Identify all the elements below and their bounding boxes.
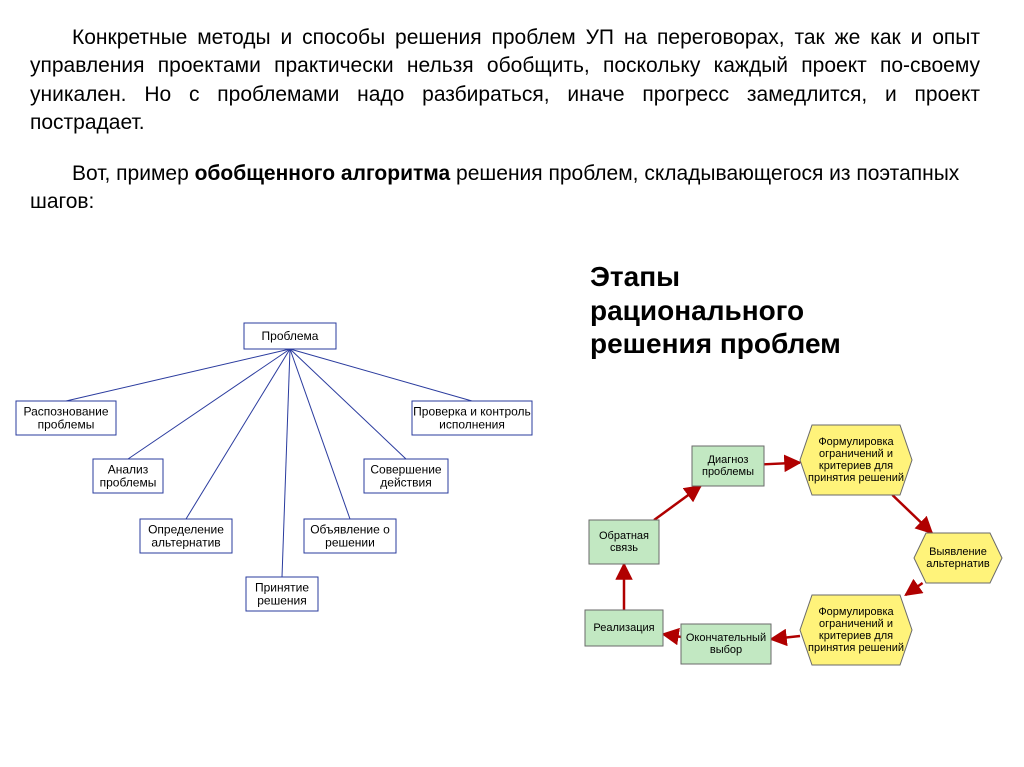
page: Конкретные методы и способы решения проб… (0, 0, 1024, 767)
svg-text:Проверка и контроль: Проверка и контроль (413, 405, 531, 419)
right-heading-l1: Этапы (590, 260, 841, 294)
svg-text:альтернатив: альтернатив (926, 558, 990, 570)
svg-text:выбор: выбор (710, 644, 742, 656)
right-diagram-svg: Обратнаясвязь Диагнозпроблемы Формулировка… (580, 412, 1010, 742)
svg-text:Определение: Определение (148, 523, 224, 537)
right-heading-l2: рационального (590, 294, 841, 328)
svg-text:принятия решений: принятия решений (808, 642, 904, 654)
svg-text:Формулировка: Формулировка (818, 606, 894, 618)
svg-text:критериев для: критериев для (819, 460, 893, 472)
svg-text:проблемы: проблемы (100, 476, 157, 490)
paragraph-2: Вот, пример обобщенного алгоритма решени… (30, 160, 980, 217)
left-diagram-svg: ПроблемаРаспознованиепроблемыАнализпробл… (0, 290, 580, 670)
paragraph-2b: обобщенного алгоритма (195, 162, 451, 185)
svg-text:Принятие: Принятие (255, 581, 309, 595)
svg-text:альтернатив: альтернатив (151, 536, 220, 550)
svg-text:принятия решений: принятия решений (808, 472, 904, 484)
svg-text:Выявление: Выявление (929, 546, 987, 558)
svg-text:проблемы: проблемы (38, 418, 95, 432)
svg-text:исполнения: исполнения (439, 418, 505, 432)
svg-text:проблемы: проблемы (702, 466, 754, 478)
svg-text:Совершение: Совершение (370, 463, 442, 477)
left-diagram: ПроблемаРаспознованиепроблемыАнализпробл… (0, 290, 580, 670)
svg-text:действия: действия (380, 476, 431, 490)
paragraph-2a: Вот, пример (72, 162, 195, 185)
paragraph-1-text: Конкретные методы и способы решения проб… (30, 26, 980, 134)
svg-text:Формулировка: Формулировка (818, 436, 894, 448)
svg-text:Обратная: Обратная (599, 530, 649, 542)
svg-text:Диагноз: Диагноз (708, 454, 749, 466)
svg-text:решении: решении (325, 536, 375, 550)
svg-text:критериев для: критериев для (819, 630, 893, 642)
right-diagram: Обратнаясвязь Диагнозпроблемы Формулировка… (580, 412, 1010, 742)
svg-text:Окончательный: Окончательный (686, 632, 766, 644)
svg-text:ограничений и: ограничений и (819, 618, 893, 630)
svg-text:Анализ: Анализ (108, 463, 149, 477)
right-heading: Этапы рационального решения проблем (590, 260, 841, 361)
svg-text:Распознование: Распознование (23, 405, 108, 419)
svg-text:решения: решения (257, 594, 306, 608)
right-heading-l3: решения проблем (590, 327, 841, 361)
svg-text:Объявление о: Объявление о (310, 523, 390, 537)
svg-text:Проблема: Проблема (262, 329, 319, 343)
paragraph-1: Конкретные методы и способы решения проб… (30, 24, 980, 137)
svg-text:ограничений и: ограничений и (819, 448, 893, 460)
svg-text:Реализация: Реализация (593, 622, 654, 634)
svg-text:связь: связь (610, 542, 638, 554)
